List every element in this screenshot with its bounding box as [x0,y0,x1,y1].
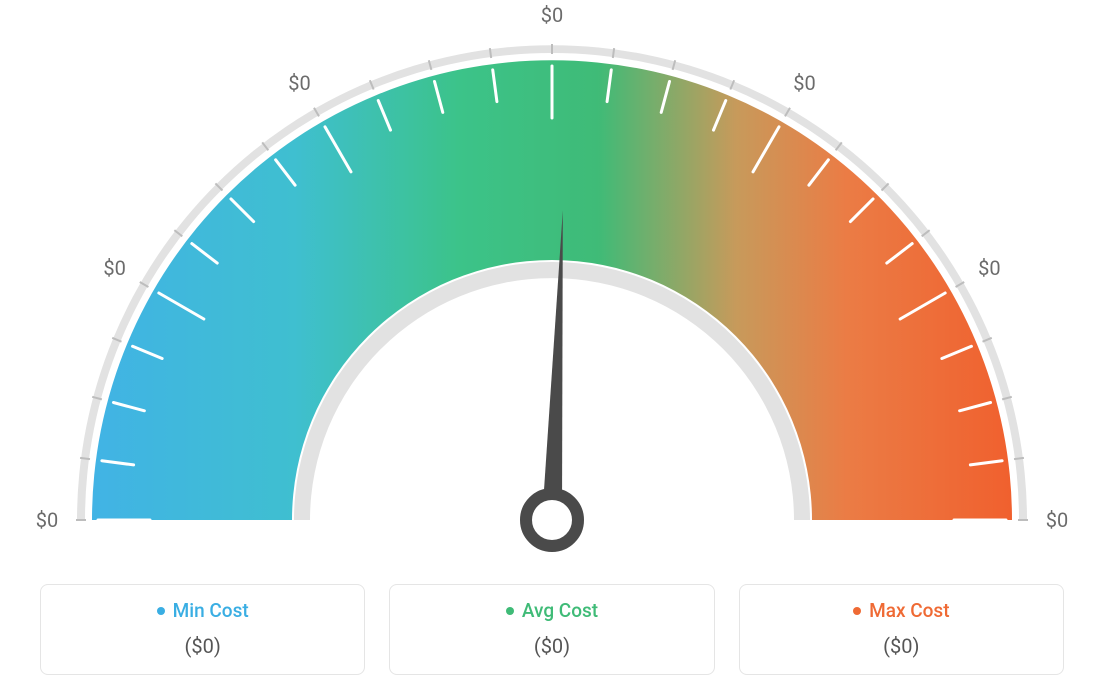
legend-title-avg: Avg Cost [506,599,598,622]
gauge-tick-label: $0 [793,71,815,95]
legend-label-max: Max Cost [869,599,949,622]
gauge-tick-label: $0 [978,256,1000,280]
legend-value-max: ($0) [750,634,1053,658]
gauge-tick-label: $0 [1046,508,1068,532]
legend-dot-max [853,607,861,615]
legend-label-min: Min Cost [173,599,249,622]
gauge-svg [0,0,1104,560]
legend-value-min: ($0) [51,634,354,658]
legend-card-avg: Avg Cost ($0) [389,584,714,675]
legend-dot-avg [506,607,514,615]
legend-title-max: Max Cost [853,599,949,622]
gauge-tick-label: $0 [541,3,563,27]
legend-label-avg: Avg Cost [522,599,598,622]
legend-card-min: Min Cost ($0) [40,584,365,675]
legend-row: Min Cost ($0) Avg Cost ($0) Max Cost ($0… [40,584,1064,675]
gauge-tick-label: $0 [288,71,310,95]
legend-card-max: Max Cost ($0) [739,584,1064,675]
gauge-chart: $0 $0 $0 $0 $0 $0 $0 [0,0,1104,560]
legend-dot-min [157,607,165,615]
gauge-tick-label: $0 [103,256,125,280]
gauge-tick-label: $0 [36,508,58,532]
legend-value-avg: ($0) [400,634,703,658]
legend-title-min: Min Cost [157,599,249,622]
